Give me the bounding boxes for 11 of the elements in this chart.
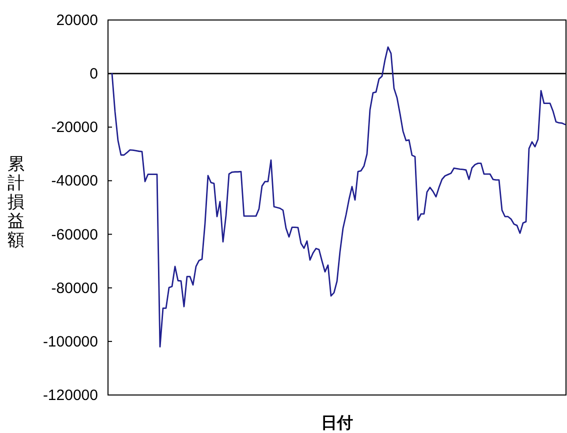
y-tick-label: -40000 xyxy=(51,172,98,190)
x-axis-title: 日付 xyxy=(321,414,353,432)
y-tick-label: -80000 xyxy=(51,280,98,297)
y-tick-label: -20000 xyxy=(51,119,98,136)
y-tick-label: 0 xyxy=(90,66,98,83)
y-axis-title: 累計損益額 xyxy=(8,154,24,250)
y-tick-label: -120000 xyxy=(42,387,98,404)
line-series xyxy=(111,46,566,348)
y-tick-label: -60000 xyxy=(51,226,98,244)
y-tick-label: 20000 xyxy=(56,12,98,29)
y-tick-label: -100000 xyxy=(42,333,98,350)
